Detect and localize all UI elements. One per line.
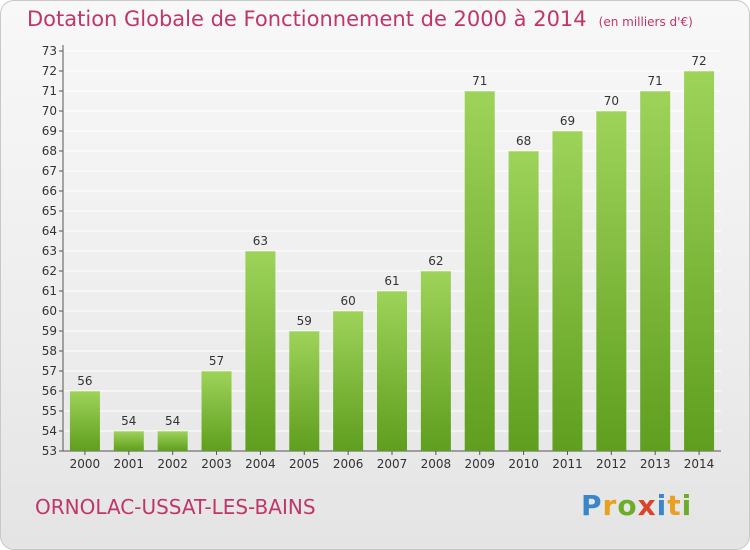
y-tick-label: 64: [42, 224, 57, 238]
y-tick-label: 54: [42, 424, 57, 438]
chart-title-text: Dotation Globale de Fonctionnement de 20…: [27, 7, 587, 31]
x-tick-label: 2010: [508, 457, 539, 471]
data-label: 54: [121, 414, 136, 428]
y-tick-label: 73: [42, 44, 57, 58]
bar: [684, 71, 715, 451]
x-tick-label: 2005: [289, 457, 320, 471]
proxiti-logo[interactable]: Proxiti: [581, 489, 692, 522]
y-tick-label: 68: [42, 144, 57, 158]
data-label: 57: [209, 354, 224, 368]
y-tick-label: 67: [42, 164, 57, 178]
x-tick-label: 2002: [157, 457, 188, 471]
y-tick-label: 65: [42, 204, 57, 218]
y-tick-label: 61: [42, 284, 57, 298]
bar: [640, 91, 671, 451]
label-layer: 56 54 54 57 63 59 60 61 62 71 68 69 70 71 72: [77, 54, 706, 428]
bar-layer: [69, 71, 715, 451]
logo-letter: t: [667, 489, 682, 522]
data-label: 61: [384, 274, 399, 288]
logo-letter: o: [617, 489, 638, 522]
x-tick-label: 2012: [596, 457, 627, 471]
bar: [596, 111, 627, 451]
bar: [464, 91, 495, 451]
data-label: 72: [691, 54, 706, 68]
logo-letter: r: [602, 489, 618, 522]
y-tick-label: 62: [42, 264, 57, 278]
x-tick-label: 2014: [684, 457, 715, 471]
x-tick-label: 2008: [421, 457, 452, 471]
logo-letter: i: [656, 489, 668, 522]
y-tick-label: 72: [42, 64, 57, 78]
bar: [420, 271, 451, 451]
bar: [333, 311, 364, 451]
x-tick-label: 2009: [464, 457, 495, 471]
bar: [289, 331, 320, 451]
logo-letter: P: [581, 489, 603, 522]
x-tick-label: 2003: [201, 457, 232, 471]
y-tick-label: 56: [42, 384, 57, 398]
logo-letter: i: [681, 489, 693, 522]
y-tick-label: 58: [42, 344, 57, 358]
data-label: 71: [472, 74, 487, 88]
data-label: 70: [604, 94, 619, 108]
chart-subtitle: (en milliers d'€): [598, 15, 693, 29]
data-label: 69: [560, 114, 575, 128]
y-tick-label: 69: [42, 124, 57, 138]
x-tick-label: 2000: [70, 457, 101, 471]
y-tick-label: 66: [42, 184, 57, 198]
bar: [552, 131, 583, 451]
bar: [201, 371, 232, 451]
data-label: 56: [77, 374, 92, 388]
data-label: 68: [516, 134, 531, 148]
bar: [245, 251, 276, 451]
data-label: 54: [165, 414, 180, 428]
data-label: 62: [428, 254, 443, 268]
data-label: 63: [253, 234, 268, 248]
x-tick-label: 2011: [552, 457, 583, 471]
chart-title: Dotation Globale de Fonctionnement de 20…: [27, 7, 693, 31]
bar: [377, 291, 407, 451]
y-tick-label: 59: [42, 324, 57, 338]
data-label: 60: [340, 294, 355, 308]
bar: [157, 431, 188, 451]
x-tick-label: 2001: [114, 457, 145, 471]
x-tick-label: 2006: [333, 457, 364, 471]
y-tick-label: 57: [42, 364, 57, 378]
logo-letter: x: [637, 489, 657, 522]
bar: [69, 391, 100, 451]
y-tick-label: 70: [42, 104, 57, 118]
y-tick-label: 63: [42, 244, 57, 258]
y-tick-label: 71: [42, 84, 57, 98]
commune-name: ORNOLAC-USSAT-LES-BAINS: [35, 495, 316, 519]
x-tick-label: 2004: [245, 457, 276, 471]
x-tick-label: 2007: [377, 457, 408, 471]
data-label: 71: [648, 74, 663, 88]
data-label: 59: [297, 314, 312, 328]
y-tick-label: 55: [42, 404, 57, 418]
bar: [508, 151, 539, 451]
x-tick-label: 2013: [640, 457, 671, 471]
y-tick-label: 60: [42, 304, 57, 318]
bar: [113, 431, 144, 451]
y-tick-label: 53: [42, 444, 57, 458]
